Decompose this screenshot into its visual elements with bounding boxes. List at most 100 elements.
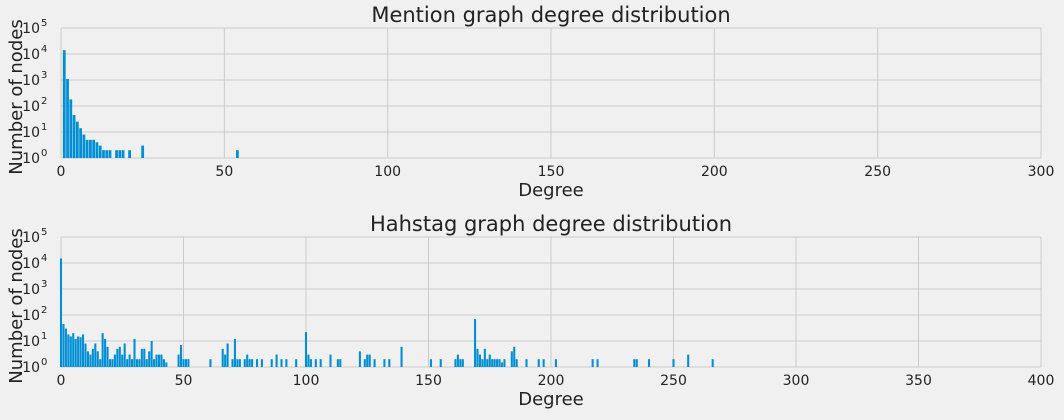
bar <box>148 351 151 367</box>
bar <box>209 359 212 367</box>
bar <box>155 354 158 367</box>
bar <box>226 343 229 367</box>
bar <box>596 359 599 367</box>
bar <box>92 139 96 158</box>
bar <box>184 359 187 367</box>
bar <box>503 359 506 367</box>
bar <box>231 359 234 367</box>
bar <box>123 343 126 367</box>
bar <box>260 359 263 367</box>
bar <box>491 359 494 367</box>
y-tick-label: 10 5 <box>22 18 47 37</box>
bar <box>113 354 116 367</box>
bar <box>224 354 227 367</box>
y-tick-base: 10 <box>22 282 40 298</box>
bar <box>99 359 102 367</box>
bar <box>510 351 513 367</box>
bar <box>439 359 442 367</box>
y-tick-label: 10 4 <box>22 44 47 63</box>
bar <box>309 359 312 367</box>
y-axis-label: Number of nodes <box>6 228 27 383</box>
x-tick-label: 50 <box>215 164 233 180</box>
y-tick-label: 10 3 <box>22 70 47 89</box>
bar <box>59 258 63 367</box>
y-tick-label: 10 0 <box>22 148 47 167</box>
bar <box>493 359 496 367</box>
bar <box>373 359 376 367</box>
bar <box>383 359 386 367</box>
x-tick-label: 300 <box>783 373 810 389</box>
y-tick-exponent: 4 <box>41 253 47 264</box>
bar <box>591 359 594 367</box>
bar <box>86 351 89 367</box>
x-tick-label: 350 <box>905 373 932 389</box>
y-tick-label: 10 0 <box>22 357 47 376</box>
bar <box>95 142 99 158</box>
bar <box>62 50 66 159</box>
bar <box>363 359 366 367</box>
bar <box>180 345 183 367</box>
bar <box>128 150 131 158</box>
x-tick-label: 50 <box>175 373 193 389</box>
bar <box>474 319 477 367</box>
bar <box>82 334 85 367</box>
bar <box>429 359 432 367</box>
bar <box>243 359 246 367</box>
y-tick-exponent: 3 <box>41 279 47 290</box>
chart-title: Mention graph degree distribution <box>371 3 730 27</box>
bar <box>177 354 180 367</box>
bar <box>160 354 163 367</box>
bar <box>165 362 168 367</box>
bar <box>89 139 92 158</box>
bar <box>486 359 489 367</box>
x-tick-label: 0 <box>57 373 66 389</box>
bar <box>118 150 122 158</box>
bar <box>67 334 70 367</box>
bar <box>94 343 97 367</box>
bar <box>554 359 557 367</box>
y-tick-base: 10 <box>22 47 40 63</box>
bar <box>115 150 118 158</box>
bar <box>233 338 236 367</box>
bar <box>101 333 104 367</box>
bar <box>141 145 145 158</box>
bar <box>96 351 99 367</box>
y-tick-base: 10 <box>22 256 40 272</box>
bar <box>537 359 540 367</box>
bar <box>143 348 146 367</box>
bar <box>91 348 94 367</box>
x-tick-label: 250 <box>864 164 891 180</box>
x-tick-label: 300 <box>1028 164 1055 180</box>
bar <box>162 359 165 367</box>
bar <box>108 150 112 158</box>
chart-title: Hahstag graph degree distribution <box>370 212 732 236</box>
bar <box>307 354 310 367</box>
bar <box>111 359 114 367</box>
x-tick-label: 150 <box>415 373 442 389</box>
bar <box>454 359 457 367</box>
bar <box>182 359 185 367</box>
bar <box>246 354 249 367</box>
bar <box>62 324 65 367</box>
y-tick-exponent: 3 <box>41 70 47 81</box>
y-tick-base: 10 <box>22 73 40 89</box>
x-tick-label: 200 <box>701 164 728 180</box>
x-tick-label: 250 <box>660 373 687 389</box>
bar <box>461 359 464 367</box>
bar <box>104 338 107 367</box>
x-axis-label: Degree <box>518 180 584 201</box>
bar <box>483 348 486 367</box>
x-tick-label: 0 <box>57 164 66 180</box>
bar <box>647 359 651 367</box>
bar <box>329 354 332 367</box>
bar <box>711 359 714 367</box>
y-tick-exponent: 0 <box>41 357 47 368</box>
bar <box>459 359 462 367</box>
y-tick-exponent: 2 <box>41 96 47 107</box>
bar <box>84 343 87 367</box>
y-tick-label: 10 2 <box>22 305 47 324</box>
y-tick-exponent: 1 <box>41 122 47 133</box>
bar <box>336 359 339 367</box>
